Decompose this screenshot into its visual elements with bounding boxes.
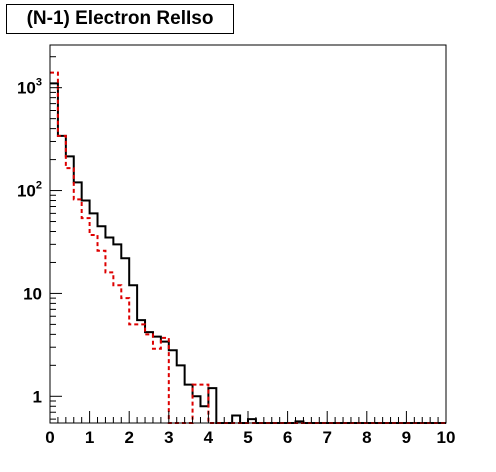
x-tick-label: 1 [85, 428, 94, 447]
y-tick-label: 103 [17, 77, 42, 98]
y-tick-exponent: 2 [36, 180, 42, 192]
x-tick-label: 7 [322, 428, 331, 447]
x-tick-label: 2 [124, 428, 133, 447]
chart-title: (N-1) Electron RelIso [6, 4, 234, 34]
plot-area-border [49, 44, 447, 424]
x-tick-label: 6 [283, 428, 292, 447]
x-tick-label: 10 [437, 428, 456, 447]
series-dashed-red-line [50, 71, 446, 424]
y-tick-exponent: 3 [36, 77, 42, 89]
x-axis: 0 1 2 3 4 5 6 7 8 9 10 [45, 411, 455, 447]
y-tick-base: 10 [17, 79, 36, 98]
y-tick-label: 10 [23, 284, 42, 303]
plot-frame [49, 44, 447, 424]
y-tick-base: 10 [17, 182, 36, 201]
x-tick-label: 5 [243, 428, 252, 447]
y-tick-base: 10 [23, 284, 42, 303]
x-tick-label: 0 [45, 428, 54, 447]
series-solid-black-line [50, 82, 446, 424]
y-tick-base: 1 [33, 387, 42, 406]
x-tick-label: 3 [164, 428, 173, 447]
x-tick-label: 9 [402, 428, 411, 447]
x-tick-label: 8 [362, 428, 371, 447]
x-tick-label: 4 [204, 428, 214, 447]
series-layer [50, 71, 446, 424]
y-tick-label: 102 [17, 180, 42, 201]
y-tick-label: 1 [33, 387, 42, 406]
